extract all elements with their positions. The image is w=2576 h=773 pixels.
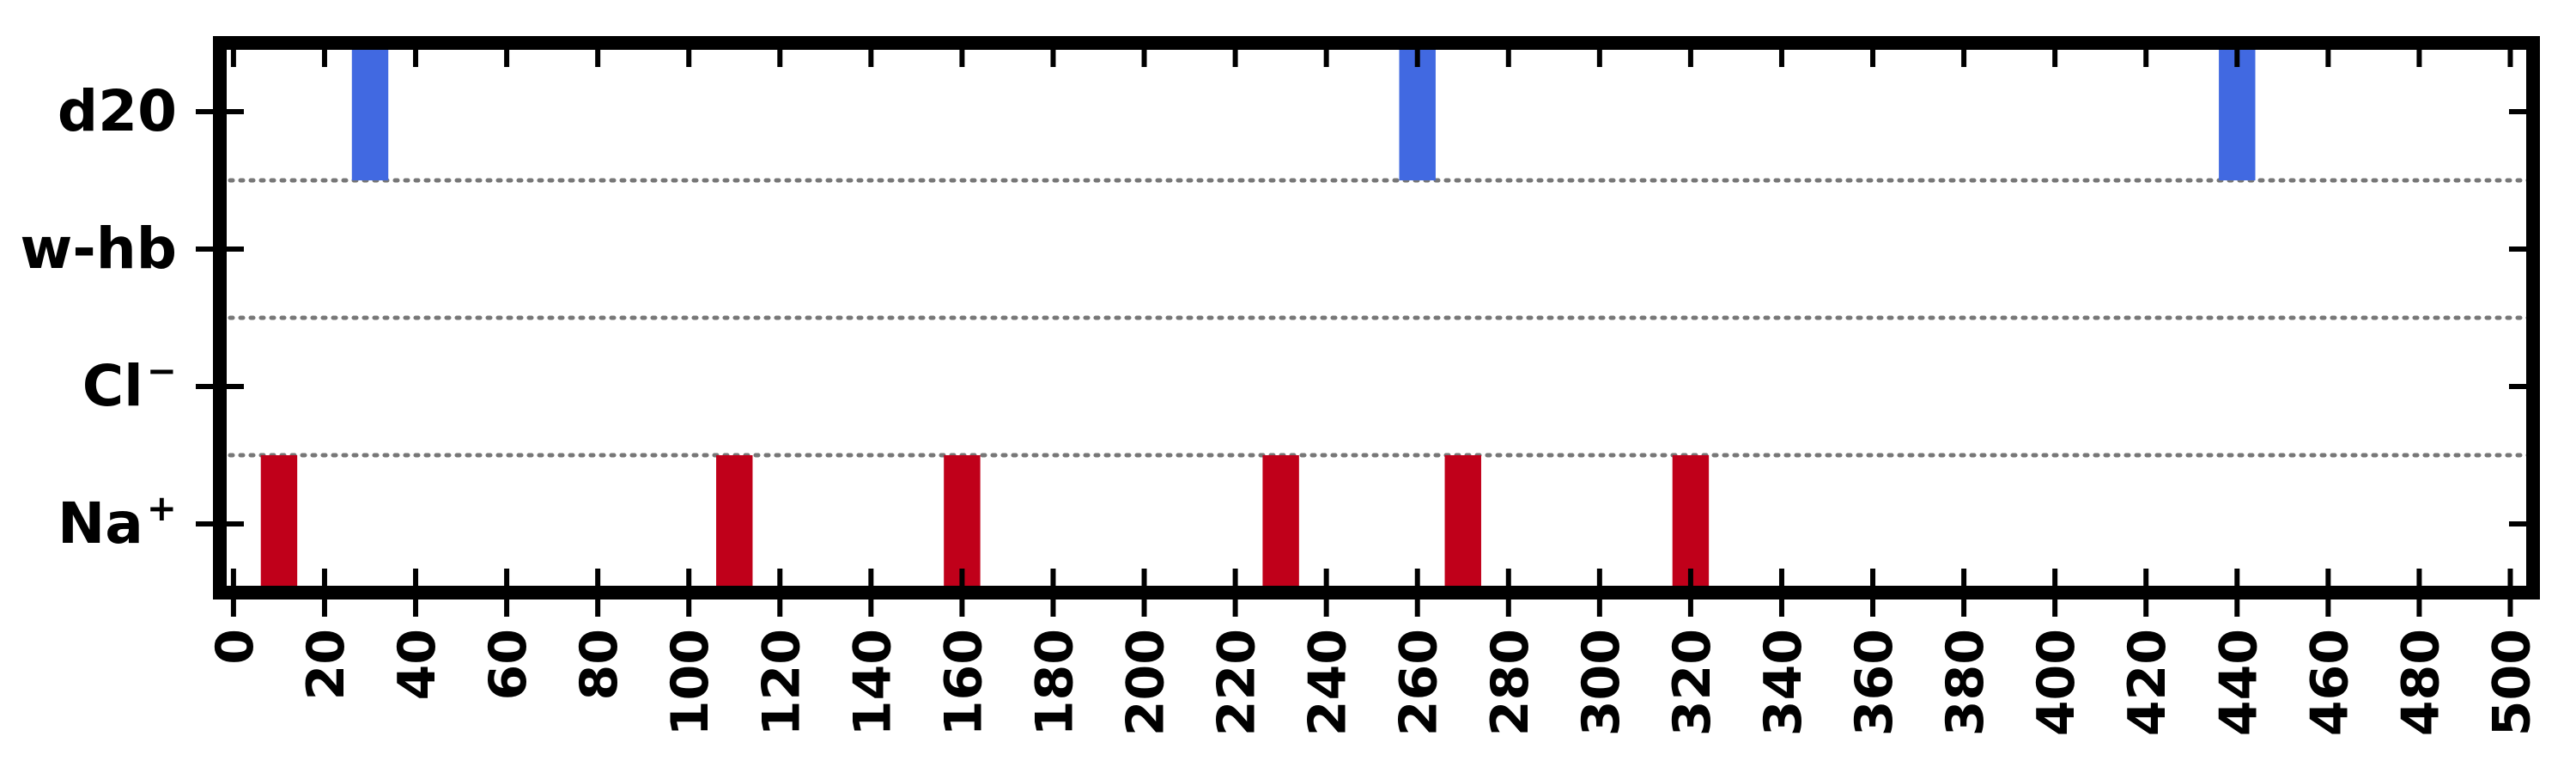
x-tick-label: 480 <box>2391 629 2451 736</box>
event-bar-Na+ <box>260 455 298 593</box>
x-tick-label: 60 <box>478 629 538 701</box>
x-axis-labels: 0 20 40 60 80 100 120 140 160 180 200 220 240 260 280 3… <box>205 629 2543 736</box>
x-tick-label: 320 <box>1662 629 1722 736</box>
x-tick-label: 220 <box>1207 629 1267 736</box>
plot-frame <box>213 36 2540 600</box>
x-tick-label: 20 <box>296 629 356 701</box>
x-tick-label: 240 <box>1298 629 1358 736</box>
x-axis-ticks <box>230 43 2513 617</box>
x-tick-label: 500 <box>2482 629 2542 736</box>
x-tick-label: 0 <box>205 629 265 665</box>
event-bar-Na+ <box>1262 455 1299 593</box>
x-tick-label: 300 <box>1571 629 1631 736</box>
x-tick-label: 400 <box>2026 629 2087 736</box>
x-tick-label: 100 <box>660 629 720 736</box>
x-tick-label: 120 <box>751 629 811 736</box>
y-tick-label: w-hb <box>20 216 177 282</box>
x-tick-label: 280 <box>1480 629 1540 736</box>
x-tick-label: 40 <box>387 629 447 701</box>
x-tick-label: 460 <box>2300 629 2360 736</box>
x-tick-label: 340 <box>1753 629 1814 736</box>
y-tick-label: Na+ <box>58 487 177 557</box>
y-tick-label: Cl− <box>82 350 177 419</box>
event-bar-Na+ <box>716 455 753 593</box>
x-tick-label: 360 <box>1844 629 1905 736</box>
y-tick-label: d20 <box>58 78 177 144</box>
x-tick-label: 420 <box>2117 629 2178 736</box>
x-tick-label: 200 <box>1116 629 1176 736</box>
event-bar-Na+ <box>1444 455 1481 593</box>
x-tick-label: 180 <box>1024 629 1084 736</box>
x-tick-label: 440 <box>2208 629 2269 736</box>
x-tick-label: 80 <box>569 629 629 701</box>
x-tick-label: 260 <box>1389 629 1449 736</box>
event-bar-d20 <box>351 43 389 180</box>
x-tick-label: 160 <box>933 629 993 736</box>
x-tick-label: 140 <box>842 629 902 736</box>
y-axis-labels: d20 w-hb Cl− Na+ <box>20 78 177 557</box>
x-tick-label: 380 <box>1935 629 1996 736</box>
row-separators <box>217 178 2536 458</box>
